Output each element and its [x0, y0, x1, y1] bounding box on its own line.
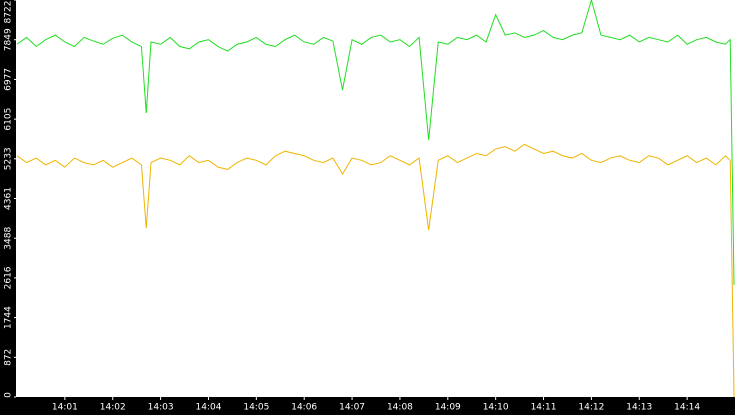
y-tick-label: 8722 — [4, 1, 14, 24]
x-tick-label: 14:09 — [435, 403, 461, 413]
x-tick-label: 14:14 — [674, 403, 700, 413]
y-axis-strip — [0, 0, 16, 415]
x-tick-label: 14:11 — [531, 403, 557, 413]
x-tick-label: 14:10 — [483, 403, 509, 413]
x-tick-label: 14:07 — [339, 403, 365, 413]
x-tick-label: 14:02 — [100, 403, 126, 413]
x-tick-label: 14:01 — [52, 403, 78, 413]
y-tick-label: 3488 — [4, 227, 14, 250]
y-tick-label: 0 — [4, 392, 14, 398]
x-tick-label: 14:12 — [578, 403, 604, 413]
x-tick-label: 14:04 — [195, 403, 221, 413]
series-line — [16, 143, 735, 398]
x-axis-strip — [0, 397, 735, 415]
y-tick-label: 872 — [4, 349, 14, 366]
x-tick-label: 14:03 — [148, 403, 174, 413]
y-tick-label: 6977 — [4, 68, 14, 91]
x-tick-label: 14:05 — [243, 403, 269, 413]
y-tick-label: 5233 — [4, 147, 14, 170]
y-tick-label: 1744 — [4, 306, 14, 329]
y-tick-label: 7849 — [4, 28, 14, 51]
series-line — [16, 0, 735, 286]
x-tick-label: 14:13 — [626, 403, 652, 413]
y-tick-label: 6105 — [4, 108, 14, 131]
x-tick-label: 14:08 — [387, 403, 413, 413]
x-tick-label: 14:06 — [291, 403, 317, 413]
y-tick-label: 4361 — [4, 187, 14, 210]
y-tick-label: 2616 — [4, 266, 14, 289]
